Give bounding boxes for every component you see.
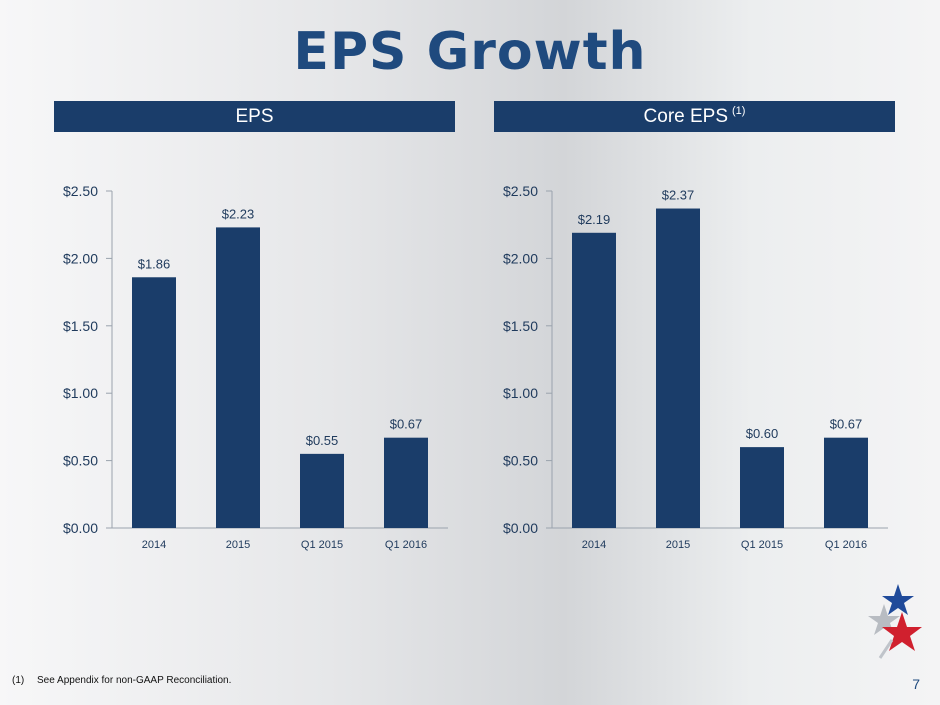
footnote-text: See Appendix for non-GAAP Reconciliation… (37, 675, 232, 686)
core-eps-panel-header: Core EPS (1) (494, 101, 895, 132)
x-tick-label: Q1 2016 (825, 539, 867, 551)
footnote-reference: (1) (732, 104, 746, 117)
bar-value-label: $0.60 (746, 426, 779, 441)
bar-value-label: $0.67 (390, 417, 423, 432)
bar (572, 232, 616, 528)
x-tick-label: Q1 2015 (741, 539, 783, 551)
bar-value-label: $2.19 (578, 212, 611, 227)
y-tick-label: $0.00 (63, 520, 98, 536)
bar (656, 208, 700, 529)
eps-panel-header: EPS (54, 101, 455, 132)
bar-value-label: $2.37 (662, 188, 695, 203)
bar-value-label: $0.55 (306, 433, 339, 448)
y-tick-label: $2.00 (63, 250, 98, 266)
footnote: (1) See Appendix for non-GAAP Reconcilia… (12, 675, 231, 686)
y-tick-label: $0.50 (503, 453, 538, 469)
core-eps-panel-header-label: Core EPS (643, 105, 729, 127)
bar (300, 453, 344, 528)
y-tick-label: $2.50 (63, 183, 98, 199)
core-eps-bar-chart: $0.00 $0.50 $1.00 $1.50 $2.00 $2.50 $2.19 2014 $… (503, 183, 888, 551)
bar-value-label: $1.86 (138, 256, 171, 271)
x-tick-label: 2014 (142, 539, 166, 551)
y-tick-label: $1.50 (63, 318, 98, 334)
page-number: 7 (912, 676, 920, 692)
slide-title: EPS Growth (293, 22, 647, 82)
x-tick-label: Q1 2016 (385, 539, 427, 551)
y-tick-label: $1.00 (503, 385, 538, 401)
y-tick-label: $0.00 (503, 520, 538, 536)
bar (824, 437, 868, 528)
bar (132, 277, 176, 528)
y-tick-label: $0.50 (63, 453, 98, 469)
eps-bar-chart: $0.00 $0.50 $1.00 $1.50 $2.00 $2.50 $1.86 2014 $… (63, 183, 448, 551)
eps-panel-header-label: EPS (235, 105, 274, 127)
bar-value-label: $0.67 (830, 417, 863, 432)
star-logo-icon (868, 584, 922, 659)
y-tick-label: $1.50 (503, 318, 538, 334)
bar (216, 227, 260, 528)
x-tick-label: 2014 (582, 539, 606, 551)
bar (740, 447, 784, 528)
y-tick-label: $2.00 (503, 250, 538, 266)
bar (384, 437, 428, 528)
bar-value-label: $2.23 (222, 206, 255, 221)
footnote-marker: (1) (12, 675, 25, 686)
x-tick-label: 2015 (226, 539, 250, 551)
y-tick-label: $1.00 (63, 385, 98, 401)
x-tick-label: Q1 2015 (301, 539, 343, 551)
y-tick-label: $2.50 (503, 183, 538, 199)
x-tick-label: 2015 (666, 539, 690, 551)
